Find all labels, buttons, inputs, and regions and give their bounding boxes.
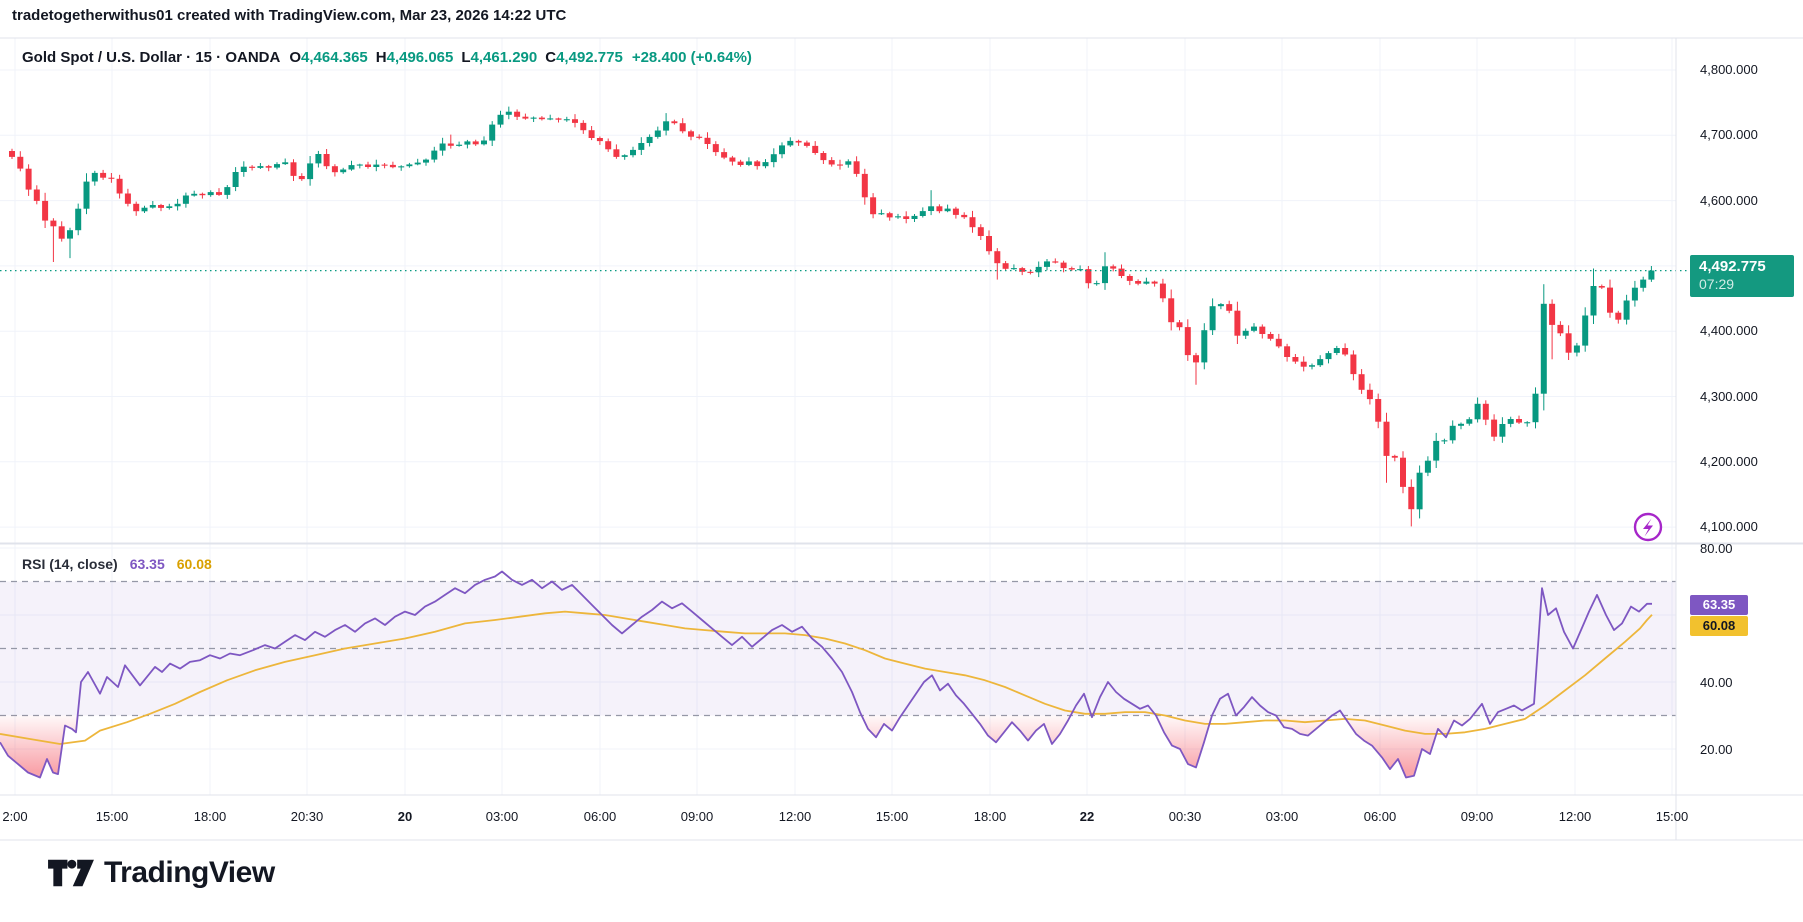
time-axis-label: 15:00 [875,809,909,824]
time-axis-label: 18:00 [193,809,227,824]
symbol-title[interactable]: Gold Spot / U.S. Dollar · 15 · OANDA [22,49,281,66]
ohlc-o: O4,464.365 [289,49,368,66]
rsi-axis-label: 20.00 [1700,742,1733,757]
time-axis-label: 09:00 [680,809,714,824]
rsi-axis-label: 80.00 [1700,541,1733,556]
price-axis-label: 4,400.000 [1700,323,1758,339]
bar-countdown: 07:29 [1699,276,1735,292]
price-axis-label: 4,300.000 [1700,388,1758,404]
attribution-bar: tradetogetherwithus01 created with Tradi… [12,7,566,24]
ohlc-l: L4,461.290 [461,49,538,66]
price-axis-label: 4,100.000 [1700,519,1758,535]
ohlc-values: O4,464.365 H4,496.065 L4,461.290 C4,492.775 [289,49,622,66]
rsi-value-badge-main: 63.35 [1690,595,1748,615]
ohlc-c: C4,492.775 [545,49,623,66]
time-axis-label: 2:00 [2,809,28,824]
rsi-header: RSI (14, close) 63.35 60.08 [22,556,212,572]
rsi-main-line [0,570,1652,779]
price-axis-label: 4,700.000 [1700,127,1758,143]
time-axis-label: 03:00 [1265,809,1299,824]
price-axis-label: 4,600.000 [1700,192,1758,208]
time-axis-label: 22 [1079,809,1095,824]
rsi-value-badge-ma: 60.08 [1690,616,1748,636]
lightning-icon[interactable] [1633,512,1663,542]
time-axis-label: 00:30 [1168,809,1202,824]
time-axis-label: 18:00 [973,809,1007,824]
candlestick-series[interactable] [9,106,1655,527]
time-axis-label: 20 [397,809,413,824]
time-axis-label: 12:00 [1558,809,1592,824]
time-axis-label: 12:00 [778,809,812,824]
tradingview-logo[interactable]: TradingView [48,856,275,890]
price-axis-label: 4,800.000 [1700,62,1758,77]
time-axis-label: 15:00 [1655,809,1689,824]
rsi-ma-value: 60.08 [176,556,212,572]
time-axis-label: 15:00 [95,809,129,824]
attribution-text: tradetogetherwithus01 created with Tradi… [12,7,567,24]
time-axis-label: 06:00 [583,809,617,824]
time-axis-label: 03:00 [485,809,519,824]
change-value: +28.400 (+0.64%) [631,49,752,66]
chart-header: Gold Spot / U.S. Dollar · 15 · OANDA O4,… [22,49,752,66]
price-axis-label: 4,200.000 [1700,453,1758,469]
last-price-badge[interactable]: 4,492.775 07:29 [1690,255,1794,297]
ohlc-h: H4,496.065 [375,49,454,66]
rsi-ma-line [0,610,1653,745]
tradingview-logo-text: TradingView [104,856,275,889]
last-price-value: 4,492.775 [1699,258,1766,275]
rsi-title: RSI (14, close) [22,556,118,572]
rsi-axis-label: 40.00 [1700,675,1733,690]
footer: TradingView [48,856,275,890]
rsi-main-value: 63.35 [129,556,165,572]
tradingview-logo-icon [48,859,94,887]
time-axis-label: 20:30 [290,809,324,824]
time-axis-label: 06:00 [1363,809,1397,824]
time-axis-label: 09:00 [1460,809,1494,824]
